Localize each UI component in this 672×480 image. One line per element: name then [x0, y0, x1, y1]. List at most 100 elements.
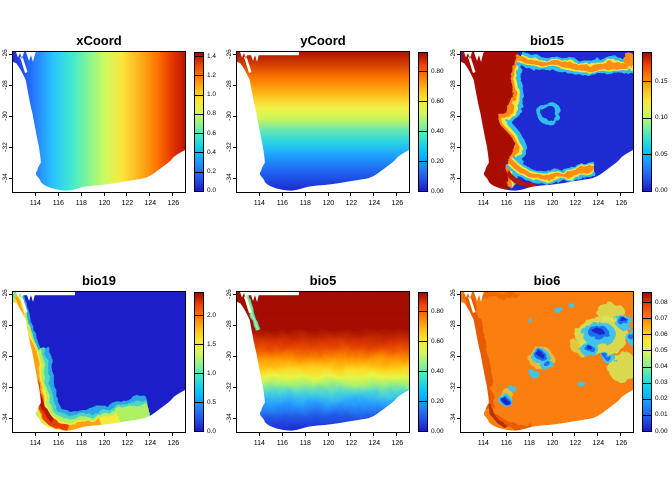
panel-bio6: bio6 — [448, 240, 672, 480]
y-tick-label: -26 — [450, 289, 457, 299]
legend-tick-label: 0.00 — [431, 427, 444, 435]
y-tick-label: -34 — [2, 173, 9, 183]
x-tick-label: 122 — [121, 200, 134, 207]
legend-tick-label: 0.6 — [207, 129, 217, 137]
legend-tick-label: 0.20 — [431, 157, 444, 165]
panel-title: bio15 — [530, 33, 564, 48]
x-tick-label: 124 — [144, 440, 157, 447]
y-axis-labels: -26 -28 -30 -32 -34 — [446, 289, 462, 422]
x-tick-label: 118 — [75, 440, 87, 447]
x-tick-label: 118 — [299, 200, 311, 207]
legend-tick-label: 0.00 — [655, 187, 668, 195]
y-tick-label: -32 — [450, 142, 457, 152]
x-axis-ticks — [258, 193, 398, 196]
x-tick-label: 120 — [98, 200, 111, 207]
legend-tick-label: 0.80 — [431, 67, 444, 75]
x-tick-label: 120 — [546, 200, 559, 207]
legend-bio15: 0.15 0.10 0.05 0.00 — [642, 52, 672, 195]
y-tick-label: -30 — [226, 111, 233, 121]
y-tick-label: -26 — [226, 49, 233, 59]
legend-tick-label: 0.60 — [431, 337, 444, 345]
panel-bio15: bio15 — [448, 0, 672, 240]
legend-tick-label: 0.20 — [431, 397, 444, 405]
map-bio5 — [236, 291, 410, 433]
legend-tick-label: 1.4 — [207, 52, 217, 60]
x-tick-label: 124 — [368, 200, 381, 207]
x-tick-label: 126 — [391, 440, 404, 447]
legend-tick-label: 0.06 — [655, 330, 668, 338]
x-tick-label: 126 — [167, 200, 180, 207]
x-tick-label: 114 — [29, 440, 41, 447]
x-tick-label: 124 — [592, 440, 605, 447]
y-tick-label: -32 — [2, 382, 9, 392]
panel-ycoord: yCoord 114 116 118 120 122 124 126 -26 -28 -30 -3… — [224, 0, 448, 240]
legend-tick-label: 2.0 — [207, 311, 217, 319]
x-tick-label: 116 — [276, 440, 288, 447]
legend-tick-label: 0.05 — [655, 346, 668, 354]
x-tick-label: 120 — [546, 440, 559, 447]
y-tick-label: -34 — [226, 173, 233, 183]
y-axis-ticks — [233, 53, 236, 179]
legend-tick-label: 0.15 — [655, 77, 668, 85]
legend-tick-label: 0.05 — [655, 150, 668, 158]
x-tick-label: 124 — [144, 200, 157, 207]
legend-tick-label: 1.0 — [207, 369, 217, 377]
x-axis-labels: 114 116 118 120 122 124 126 — [250, 439, 406, 448]
y-tick-label: -26 — [226, 289, 233, 299]
x-tick-label: 122 — [345, 440, 358, 447]
x-axis-ticks — [34, 193, 174, 196]
legend-tick-label: 0.8 — [207, 110, 217, 118]
x-tick-label: 120 — [322, 200, 335, 207]
map-bio15 — [460, 51, 634, 193]
legend-tick-label: 0.08 — [655, 298, 668, 306]
x-axis-labels: 114 116 118 120 122 124 126 — [26, 439, 182, 448]
panel-bio5: bio5 — [224, 240, 448, 480]
panel-title: xCoord — [76, 33, 122, 48]
y-tick-label: -32 — [226, 382, 233, 392]
y-tick-label: -26 — [2, 289, 9, 299]
legend-tick-label: 0.60 — [431, 97, 444, 105]
legend-tick-label: 0.00 — [431, 187, 444, 195]
legend-tick-label: 1.5 — [207, 340, 217, 348]
y-axis-ticks — [457, 53, 460, 179]
x-tick-label: 114 — [477, 440, 489, 447]
y-tick-label: -26 — [2, 49, 9, 59]
y-tick-label: -32 — [450, 382, 457, 392]
legend-tick-label: 0.40 — [431, 367, 444, 375]
legend-tick-label: 0.02 — [655, 395, 668, 403]
y-tick-label: -32 — [2, 142, 9, 152]
x-tick-label: 122 — [569, 200, 582, 207]
x-tick-label: 124 — [368, 440, 381, 447]
legend-tick-label: 0.40 — [431, 127, 444, 135]
x-tick-label: 116 — [52, 440, 64, 447]
legend-tick-label: 0.01 — [655, 411, 668, 419]
y-tick-label: -28 — [226, 320, 233, 330]
legend-tick-label: 1.2 — [207, 71, 217, 79]
x-axis-labels: 114 116 118 120 122 124 126 — [26, 199, 182, 208]
legend-tick-label: 0.10 — [655, 114, 668, 122]
map-bio19 — [12, 291, 186, 433]
x-tick-label: 118 — [523, 200, 535, 207]
x-tick-label: 126 — [615, 200, 628, 207]
panel-bio19: bio19 — [0, 240, 224, 480]
panel-xcoord: xCoord 114 116 118 120 122 124 126 -26 -28 -30 -3… — [0, 0, 224, 240]
panel-title: bio19 — [82, 273, 116, 288]
panel-title: yCoord — [300, 33, 346, 48]
x-tick-label: 116 — [276, 200, 288, 207]
y-axis-ticks — [233, 293, 236, 419]
map-ycoord — [236, 51, 410, 193]
legend-tick-label: 0.4 — [207, 148, 217, 156]
y-tick-label: -30 — [2, 351, 9, 361]
x-tick-label: 122 — [121, 440, 134, 447]
x-axis-labels: 114 116 118 120 122 124 126 — [474, 199, 630, 208]
x-tick-label: 114 — [253, 200, 265, 207]
x-tick-label: 116 — [52, 200, 64, 207]
x-tick-label: 126 — [615, 440, 628, 447]
legend-tick-label: 0.80 — [431, 307, 444, 315]
map-bio6 — [460, 291, 634, 433]
y-tick-label: -30 — [450, 351, 457, 361]
x-tick-label: 118 — [75, 200, 87, 207]
panel-title: bio6 — [533, 273, 561, 288]
y-tick-label: -30 — [226, 351, 233, 361]
x-tick-label: 120 — [98, 440, 111, 447]
